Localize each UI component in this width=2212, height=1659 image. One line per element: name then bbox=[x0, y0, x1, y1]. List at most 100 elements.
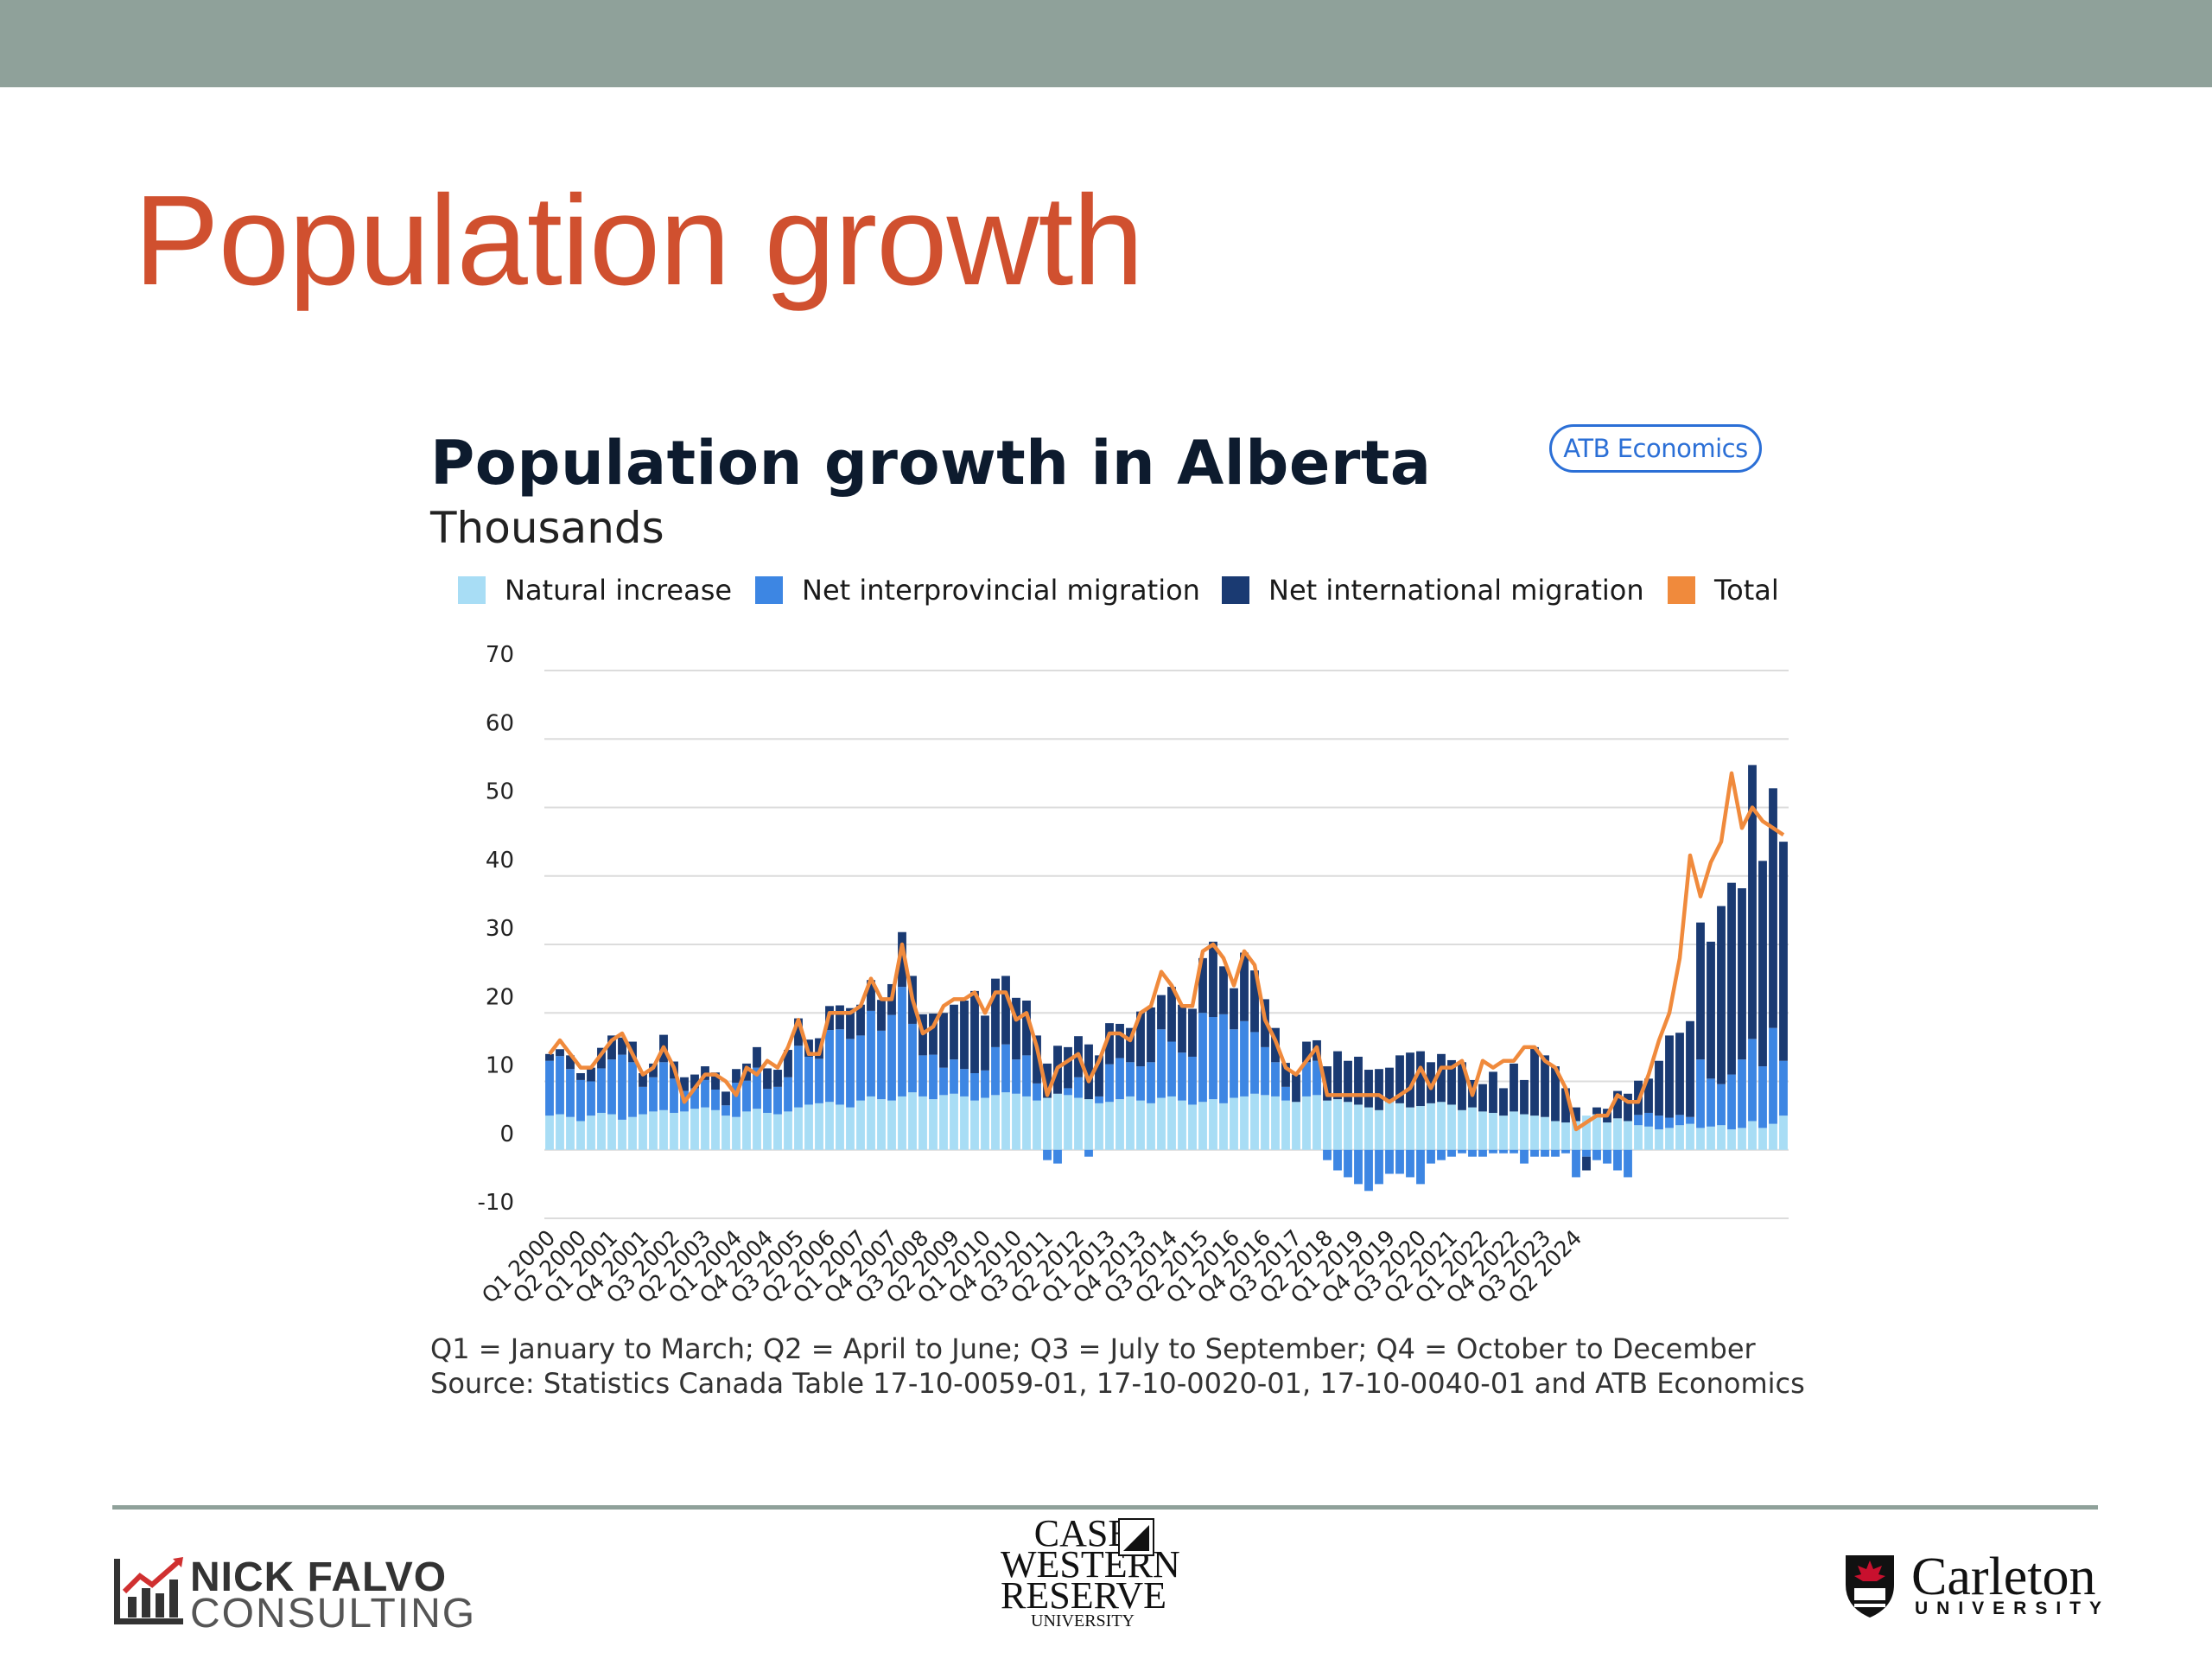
bar-segment bbox=[1727, 1128, 1736, 1150]
bar-segment bbox=[1095, 1055, 1103, 1096]
bar-segment bbox=[1727, 882, 1736, 1075]
bar-segment bbox=[556, 1056, 564, 1115]
bar-segment bbox=[1001, 976, 1010, 1045]
bar-segment bbox=[1779, 1116, 1788, 1150]
bar-segment bbox=[877, 1030, 886, 1100]
bar-segment bbox=[950, 1059, 958, 1094]
bar-segment bbox=[742, 1080, 751, 1112]
bar-segment bbox=[1696, 922, 1705, 1060]
bar-segment bbox=[1302, 1041, 1311, 1063]
bar-segment bbox=[1302, 1096, 1311, 1150]
bar-segment bbox=[1406, 1107, 1414, 1150]
bar-segment bbox=[1022, 1096, 1031, 1150]
bar-segment bbox=[1624, 1121, 1632, 1150]
bar-segment bbox=[1157, 1029, 1166, 1098]
bar-segment bbox=[773, 1070, 782, 1087]
bar-segment bbox=[1458, 1109, 1466, 1150]
bar-segment bbox=[1250, 970, 1259, 1033]
bar-segment bbox=[1188, 1056, 1197, 1105]
bar-segment bbox=[1665, 1128, 1674, 1150]
bar-segment bbox=[753, 1109, 761, 1150]
bar-segment bbox=[680, 1111, 689, 1150]
bar-segment bbox=[1292, 1074, 1300, 1103]
bar-segment bbox=[607, 1059, 616, 1115]
bar-segment bbox=[1136, 1066, 1145, 1101]
bar-segment bbox=[1758, 1066, 1767, 1128]
bar-segment bbox=[1603, 1122, 1611, 1150]
bar-segment bbox=[1240, 1020, 1249, 1096]
bar-segment bbox=[939, 1095, 948, 1150]
bar-segment bbox=[1779, 1060, 1788, 1116]
bar-segment bbox=[1624, 1093, 1632, 1122]
slide-title: Population growth bbox=[134, 169, 1144, 312]
bar-segment bbox=[711, 1109, 720, 1150]
bar-segment bbox=[1530, 1046, 1539, 1116]
bar-segment bbox=[1416, 1051, 1425, 1107]
bar-segment bbox=[1261, 1046, 1269, 1096]
bar-segment bbox=[1022, 1055, 1031, 1096]
bar-segment bbox=[1665, 1035, 1674, 1118]
bar-segment bbox=[1147, 1103, 1155, 1150]
bar-segment bbox=[794, 1107, 803, 1150]
bar-segment bbox=[1489, 1149, 1497, 1154]
bar-segment bbox=[1613, 1118, 1622, 1150]
bar-segment bbox=[1416, 1106, 1425, 1150]
bar-segment bbox=[1053, 1093, 1062, 1150]
bar-segment bbox=[1302, 1062, 1311, 1096]
y-tick-label: -10 bbox=[478, 1190, 514, 1216]
bar-segment bbox=[1126, 1027, 1135, 1063]
bar-segment bbox=[1385, 1067, 1394, 1103]
bar-segment bbox=[1613, 1149, 1622, 1171]
bar-segment bbox=[1084, 1099, 1093, 1150]
bar-segment bbox=[659, 1109, 668, 1150]
bar-segment bbox=[587, 1067, 595, 1082]
y-tick-label: 60 bbox=[486, 710, 514, 736]
bar-segment bbox=[1178, 1052, 1186, 1101]
bar-segment bbox=[1748, 1121, 1757, 1150]
bar-segment bbox=[711, 1072, 720, 1090]
bar-segment bbox=[1478, 1084, 1487, 1112]
legend-label-natural-increase: Natural increase bbox=[505, 574, 733, 607]
bar-segment bbox=[1551, 1066, 1560, 1122]
bar-segment bbox=[1333, 1099, 1342, 1150]
bar-segment bbox=[908, 1092, 917, 1150]
bar-segment bbox=[1437, 1149, 1446, 1160]
bar-segment bbox=[1364, 1070, 1373, 1108]
bar-segment bbox=[670, 1112, 678, 1150]
bar-segment bbox=[1592, 1114, 1601, 1150]
bar-segment bbox=[1510, 1149, 1518, 1154]
bar-segment bbox=[804, 1104, 813, 1150]
bar-segment bbox=[1178, 1004, 1186, 1053]
bar-segment bbox=[1489, 1112, 1497, 1150]
bar-segment bbox=[773, 1114, 782, 1150]
bar-segment bbox=[991, 1046, 1000, 1096]
bar-segment bbox=[1758, 861, 1767, 1067]
bar-segment bbox=[1696, 1128, 1705, 1150]
bar-segment bbox=[1271, 1062, 1280, 1096]
bar-segment bbox=[1655, 1128, 1663, 1150]
y-tick-label: 40 bbox=[486, 848, 514, 874]
carleton-text: Carleton bbox=[1911, 1548, 2096, 1606]
bar-segment bbox=[1116, 1099, 1124, 1150]
bar-segment bbox=[970, 1072, 979, 1101]
bar-segment bbox=[1572, 1107, 1580, 1122]
bar-segment bbox=[597, 1112, 606, 1150]
y-tick-label: 50 bbox=[486, 779, 514, 805]
bar-segment bbox=[784, 1111, 792, 1150]
bar-segment bbox=[815, 1058, 823, 1103]
bar-segment bbox=[960, 1000, 969, 1070]
top-banner bbox=[0, 0, 2212, 87]
bar-segment bbox=[556, 1114, 564, 1150]
bar-segment bbox=[981, 1097, 989, 1150]
bar-segment bbox=[773, 1086, 782, 1115]
bar-segment bbox=[1209, 1099, 1217, 1150]
nick-falvo-text: NICK FALVO bbox=[190, 1554, 448, 1600]
bar-segment bbox=[898, 1096, 906, 1150]
bar-segment bbox=[1230, 1097, 1238, 1150]
bar-segment bbox=[649, 1077, 658, 1112]
bar-segment bbox=[1167, 1041, 1176, 1096]
bar-segment bbox=[1551, 1121, 1560, 1150]
bar-segment bbox=[1707, 1078, 1715, 1127]
bar-segment bbox=[1769, 1027, 1777, 1124]
y-tick-label: 30 bbox=[486, 916, 514, 942]
